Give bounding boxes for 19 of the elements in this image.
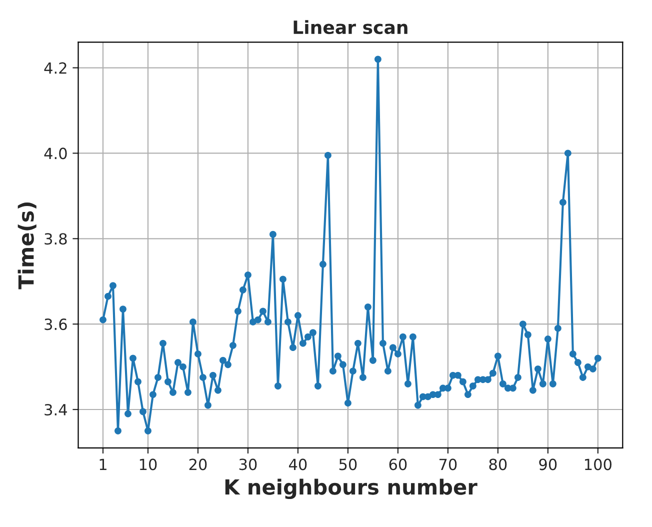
y-tick-label: 4.0 — [44, 148, 67, 160]
x-axis-title: K neighbours number — [225, 478, 478, 500]
x-tick-label: 40 — [288, 458, 307, 470]
x-tick-label: 30 — [239, 458, 257, 470]
x-tick-label: 1 — [100, 458, 106, 470]
y-tick-label: 3.6 — [44, 318, 67, 330]
x-tick-label: 70 — [439, 458, 457, 470]
x-tick-label: 20 — [189, 458, 207, 470]
x-tick-label: 10 — [140, 458, 157, 470]
y-tick-label: 3.4 — [44, 404, 67, 416]
x-tick-label: 50 — [339, 458, 357, 470]
y-axis-title: Time(s) — [18, 202, 36, 290]
x-tick-label: 80 — [489, 458, 507, 470]
chart-title: Linear scan — [294, 20, 408, 34]
y-tick-label: 4.2 — [44, 62, 66, 74]
y-tick-label: 3.8 — [44, 233, 67, 245]
x-tick-label: 60 — [389, 458, 407, 470]
x-tick-label: 100 — [585, 458, 612, 470]
x-tick-label: 90 — [539, 458, 557, 470]
